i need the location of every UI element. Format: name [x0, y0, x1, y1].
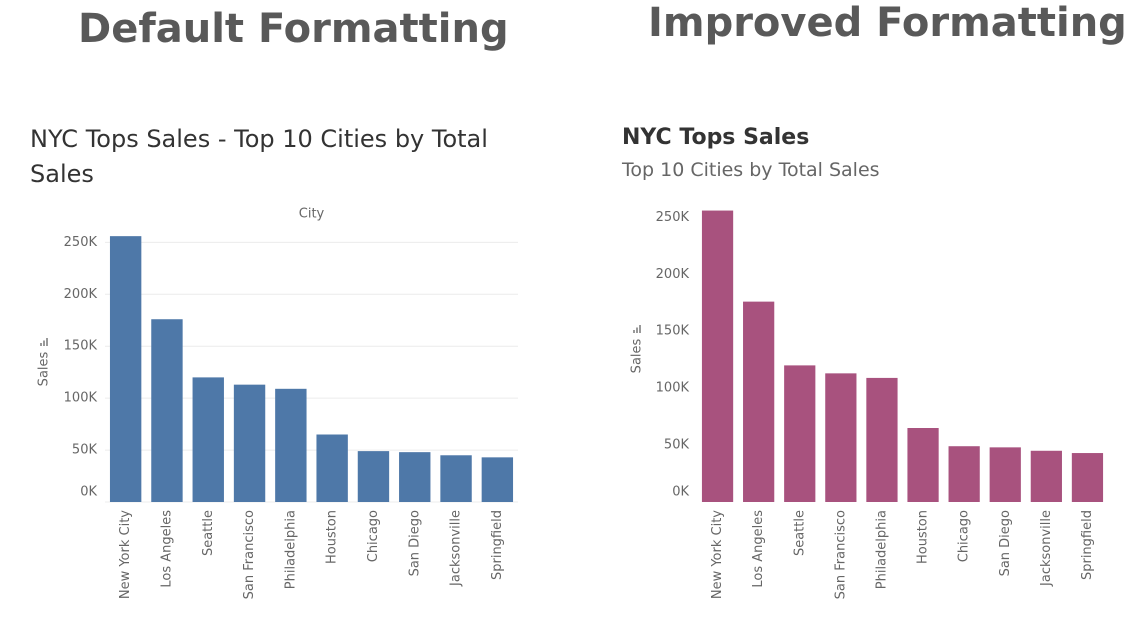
x-tick-label: Los Angeles	[159, 510, 174, 588]
x-tick-label: Houston	[916, 510, 931, 564]
bar	[399, 452, 431, 502]
chart-subtitle: Top 10 Cities by Total Sales	[622, 159, 880, 181]
bar	[701, 210, 734, 503]
y-axis-label: Sales	[630, 338, 645, 373]
y-tick-label: 0K	[672, 485, 689, 500]
y-tick-label: 50K	[664, 438, 690, 453]
x-tick-label: San Francisco	[242, 510, 257, 599]
bar	[109, 236, 142, 502]
bar	[481, 457, 514, 502]
bar	[192, 377, 224, 502]
bar	[1030, 450, 1062, 502]
y-tick-label: 100K	[656, 381, 690, 396]
y-tick-label: 250K	[64, 235, 98, 250]
y-tick-label: 50K	[72, 443, 98, 458]
x-tick-label: Houston	[325, 510, 340, 564]
x-axis-label: City	[299, 207, 325, 222]
chart-title: NYC Tops Sales	[622, 125, 810, 150]
bar	[948, 446, 980, 502]
bar	[233, 384, 266, 502]
x-tick-label: Jacksonville	[1039, 510, 1054, 587]
bar	[743, 301, 775, 502]
y-tick-label: 250K	[656, 210, 690, 225]
bar	[989, 447, 1021, 502]
heading: Improved Formatting	[648, 0, 1127, 46]
y-tick-label: 100K	[64, 391, 98, 406]
x-tick-label: Springfield	[1080, 510, 1095, 580]
x-tick-label: Chicago	[957, 510, 972, 562]
y-tick-label: 200K	[64, 287, 98, 302]
x-tick-label: Chicago	[366, 510, 381, 562]
x-tick-label: Seattle	[792, 510, 807, 556]
x-tick-label: Philadelphia	[283, 510, 298, 589]
bar	[151, 319, 183, 502]
bar	[1071, 453, 1104, 502]
x-tick-label: San Francisco	[833, 510, 848, 599]
bar	[907, 428, 939, 502]
bar	[784, 365, 816, 502]
bar	[866, 377, 898, 502]
x-tick-label: Springfield	[490, 510, 505, 580]
bar	[825, 373, 857, 502]
x-tick-label: New York City	[118, 510, 133, 599]
x-tick-label: Seattle	[201, 510, 216, 556]
y-axis-label: Sales	[37, 351, 52, 386]
x-tick-label: Jacksonville	[449, 510, 464, 587]
x-tick-label: San Diego	[407, 510, 422, 576]
bar	[440, 455, 472, 502]
bar	[275, 388, 307, 502]
y-tick-label: 150K	[64, 339, 98, 354]
y-tick-label: 0K	[80, 485, 97, 500]
y-tick-label: 200K	[656, 267, 690, 282]
x-tick-label: New York City	[710, 510, 725, 599]
y-tick-label: 150K	[656, 324, 690, 339]
x-tick-label: San Diego	[998, 510, 1013, 576]
chart-title: NYC Tops Sales - Top 10 Cities by Total …	[30, 125, 488, 188]
bar	[357, 451, 390, 502]
heading: Default Formatting	[78, 6, 509, 52]
x-tick-label: Philadelphia	[874, 510, 889, 589]
x-tick-label: Los Angeles	[751, 510, 766, 588]
bar	[316, 434, 348, 502]
